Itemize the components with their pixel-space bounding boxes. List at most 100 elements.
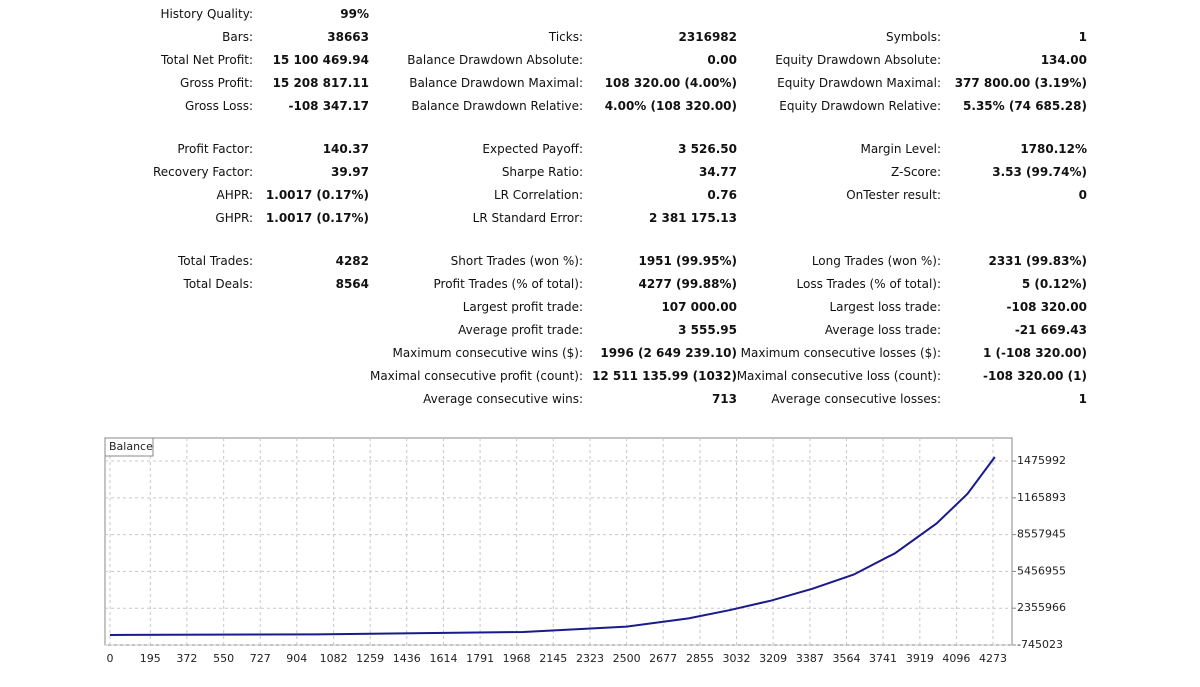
stat-value: 4277 (99.88%) [638, 277, 737, 291]
balance-line [109, 456, 996, 636]
stat-value: 107 000.00 [661, 300, 737, 314]
stat-value: 4282 [335, 254, 369, 268]
x-tick-label: 372 [176, 652, 197, 665]
stat-value: 5 (0.12%) [1021, 277, 1087, 291]
x-tick-label: 2677 [649, 652, 677, 665]
x-tick-label: 3209 [759, 652, 787, 665]
stat-value: 1780.12% [1020, 142, 1087, 156]
stat-label: Maximal consecutive loss (count): [736, 369, 941, 383]
stat-value: 3 526.50 [678, 142, 737, 156]
x-tick-label: 2855 [686, 652, 714, 665]
stat-value: 4.00% (108 320.00) [604, 99, 737, 113]
stat-label: Average profit trade: [458, 323, 583, 337]
stat-label: Equity Drawdown Maximal: [777, 76, 941, 90]
stat-value: 12 511 135.99 (1032) [592, 369, 737, 383]
stat-label: Maximum consecutive losses ($): [740, 346, 941, 360]
stat-value: 377 800.00 (3.19%) [954, 76, 1087, 90]
stat-label: Balance Drawdown Maximal: [409, 76, 583, 90]
stat-label: Recovery Factor: [152, 165, 253, 179]
stat-value: 1996 (2 649 239.10) [600, 346, 737, 360]
stat-label: Profit Factor: [177, 142, 253, 156]
y-tick-label: 1165893 [1017, 491, 1066, 504]
stat-value: 5.35% (74 685.28) [963, 99, 1087, 113]
legend-label: Balance [109, 440, 153, 453]
y-tick-label: 8557945 [1017, 528, 1066, 541]
y-tick-label: 1475992 [1017, 454, 1066, 467]
stat-label: Long Trades (won %): [811, 254, 941, 268]
stat-value: 134.00 [1040, 53, 1087, 67]
stat-value: 38663 [327, 30, 369, 44]
stat-value: -108 320.00 (1) [982, 369, 1087, 383]
x-tick-label: 3919 [906, 652, 934, 665]
x-tick-label: 4096 [942, 652, 970, 665]
stat-value: 99% [340, 7, 369, 21]
stat-value: 1 [1078, 30, 1087, 44]
x-tick-label: 4273 [979, 652, 1007, 665]
stat-value: 34.77 [699, 165, 737, 179]
stat-value: 8564 [335, 277, 369, 291]
stat-label: Balance Drawdown Absolute: [407, 53, 583, 67]
stat-label: Profit Trades (% of total): [433, 277, 583, 291]
stat-label: Gross Profit: [180, 76, 253, 90]
stat-value: 15 208 817.11 [272, 76, 369, 90]
x-tick-label: 2323 [576, 652, 604, 665]
stat-label: Expected Payoff: [482, 142, 583, 156]
stat-label: Bars: [222, 30, 253, 44]
stat-value: 0.76 [707, 188, 737, 202]
stat-label: Equity Drawdown Relative: [779, 99, 941, 113]
x-tick-label: 1082 [320, 652, 348, 665]
plot-frame [104, 437, 1013, 646]
stat-value: 0.00 [707, 53, 737, 67]
stat-value: 1.0017 (0.17%) [265, 211, 369, 225]
stat-label: Ticks: [548, 30, 583, 44]
stat-value: 713 [711, 392, 737, 406]
x-tick-label: 195 [140, 652, 161, 665]
stat-label: Margin Level: [860, 142, 941, 156]
x-tick-label: 550 [213, 652, 234, 665]
stat-value: 2316982 [678, 30, 737, 44]
stat-value: 3 555.95 [678, 323, 737, 337]
stat-value: 108 320.00 (4.00%) [604, 76, 737, 90]
legend-box [104, 437, 154, 457]
stat-label: Maximum consecutive wins ($): [392, 346, 583, 360]
stat-label: LR Standard Error: [472, 211, 583, 225]
x-tick-label: 2145 [539, 652, 567, 665]
stat-value: 15 100 469.94 [272, 53, 369, 67]
stat-value: -21 669.43 [1014, 323, 1087, 337]
stat-label: AHPR: [216, 188, 253, 202]
stat-label: LR Correlation: [493, 188, 583, 202]
x-tick-label: 1436 [393, 652, 421, 665]
stat-label: Total Deals: [183, 277, 253, 291]
stat-label: Symbols: [886, 30, 941, 44]
stat-value: 1 [1078, 392, 1087, 406]
stat-label: Balance Drawdown Relative: [411, 99, 583, 113]
x-tick-label: 0 [107, 652, 114, 665]
x-tick-label: 3032 [723, 652, 751, 665]
y-tick-label: 5456955 [1017, 564, 1066, 577]
stat-value: 1951 (99.95%) [638, 254, 737, 268]
stat-value: 39.97 [331, 165, 369, 179]
stat-label: Z-Score: [891, 165, 941, 179]
stat-label: Loss Trades (% of total): [796, 277, 942, 291]
stat-value: 1.0017 (0.17%) [265, 188, 369, 202]
stat-label: Total Net Profit: [160, 53, 253, 67]
stat-label: Average loss trade: [824, 323, 941, 337]
x-tick-label: 2500 [613, 652, 641, 665]
stat-value: 140.37 [322, 142, 369, 156]
x-tick-label: 3387 [796, 652, 824, 665]
x-tick-label: 1968 [503, 652, 531, 665]
stat-label: Gross Loss: [185, 99, 253, 113]
x-tick-label: 1791 [466, 652, 494, 665]
stat-label: Largest profit trade: [462, 300, 583, 314]
stat-label: Largest loss trade: [829, 300, 941, 314]
stat-value: 0 [1078, 188, 1087, 202]
stat-label: OnTester result: [846, 188, 941, 202]
stat-value: 2331 (99.83%) [988, 254, 1087, 268]
y-tick-label: 2355966 [1017, 601, 1066, 614]
stat-value: -108 320.00 [1006, 300, 1087, 314]
stat-label: GHPR: [215, 211, 253, 225]
stat-label: Average consecutive losses: [771, 392, 941, 406]
x-tick-label: 904 [286, 652, 307, 665]
